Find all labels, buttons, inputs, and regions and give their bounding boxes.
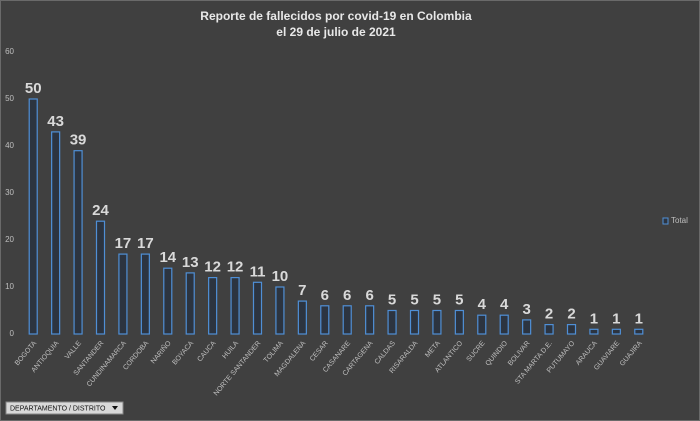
chart-title: Reporte de fallecidos por covid-19 en Co… <box>200 9 472 23</box>
y-tick-label: 0 <box>10 329 15 338</box>
value-label: 5 <box>388 291 396 308</box>
filter-button[interactable]: DEPARTAMENTO / DISTRITO <box>5 401 124 415</box>
bar <box>499 314 509 335</box>
bar <box>118 253 128 335</box>
y-tick-label: 60 <box>5 47 14 56</box>
value-label: 4 <box>478 296 487 313</box>
bar <box>634 328 644 335</box>
value-label: 10 <box>272 268 289 285</box>
bar <box>275 286 285 335</box>
legend-swatch <box>662 217 669 225</box>
bar <box>477 314 487 335</box>
bar <box>297 300 307 335</box>
bar <box>51 131 61 335</box>
bar <box>163 267 173 335</box>
bar <box>95 220 106 335</box>
value-label: 43 <box>47 113 64 130</box>
bar <box>611 328 621 335</box>
filter-button-box[interactable] <box>5 401 124 415</box>
value-label: 6 <box>321 287 329 304</box>
bar <box>252 281 263 335</box>
legend-label: Total <box>671 216 688 225</box>
bar <box>185 272 195 335</box>
value-label: 6 <box>365 287 373 304</box>
value-label: 5 <box>455 291 463 308</box>
y-tick-label: 30 <box>5 188 14 197</box>
value-label: 4 <box>500 296 509 313</box>
bar <box>589 328 599 335</box>
bar <box>342 305 352 335</box>
bar <box>432 309 442 335</box>
value-label: 11 <box>250 263 266 280</box>
bar <box>320 305 330 335</box>
y-tick-label: 20 <box>5 235 14 244</box>
value-label: 14 <box>159 249 176 266</box>
value-label: 17 <box>115 235 132 252</box>
bar <box>454 309 464 335</box>
bar <box>28 98 38 335</box>
dropdown-arrow[interactable] <box>112 406 118 410</box>
bar <box>73 150 83 335</box>
value-label: 12 <box>227 259 244 276</box>
value-label: 1 <box>612 310 620 327</box>
chart-subtitle: el 29 de julio de 2021 <box>276 25 396 39</box>
bar <box>140 253 150 335</box>
bar <box>230 277 240 335</box>
y-tick-label: 40 <box>5 141 14 150</box>
value-label: 2 <box>545 306 553 323</box>
value-label: 2 <box>567 306 575 323</box>
value-label: 24 <box>92 202 109 219</box>
value-label: 12 <box>204 259 221 276</box>
bar <box>522 319 532 335</box>
bar <box>566 324 577 335</box>
y-tick-label: 50 <box>5 94 14 103</box>
value-label: 5 <box>433 291 441 308</box>
bar <box>365 305 375 335</box>
value-label: 5 <box>410 291 418 308</box>
value-label: 6 <box>343 287 351 304</box>
bar <box>208 277 218 335</box>
filter-button-label[interactable]: DEPARTAMENTO / DISTRITO <box>10 405 106 412</box>
bar <box>409 309 420 335</box>
bar <box>544 324 554 335</box>
value-label: 50 <box>25 80 42 97</box>
value-label: 39 <box>70 132 87 149</box>
value-label: 13 <box>182 254 199 271</box>
value-label: 17 <box>137 235 154 252</box>
value-label: 1 <box>635 310 643 327</box>
bar <box>387 309 397 335</box>
value-label: 7 <box>298 282 306 299</box>
value-label: 1 <box>590 310 598 327</box>
value-label: 3 <box>522 301 530 318</box>
y-tick-label: 10 <box>5 282 14 291</box>
